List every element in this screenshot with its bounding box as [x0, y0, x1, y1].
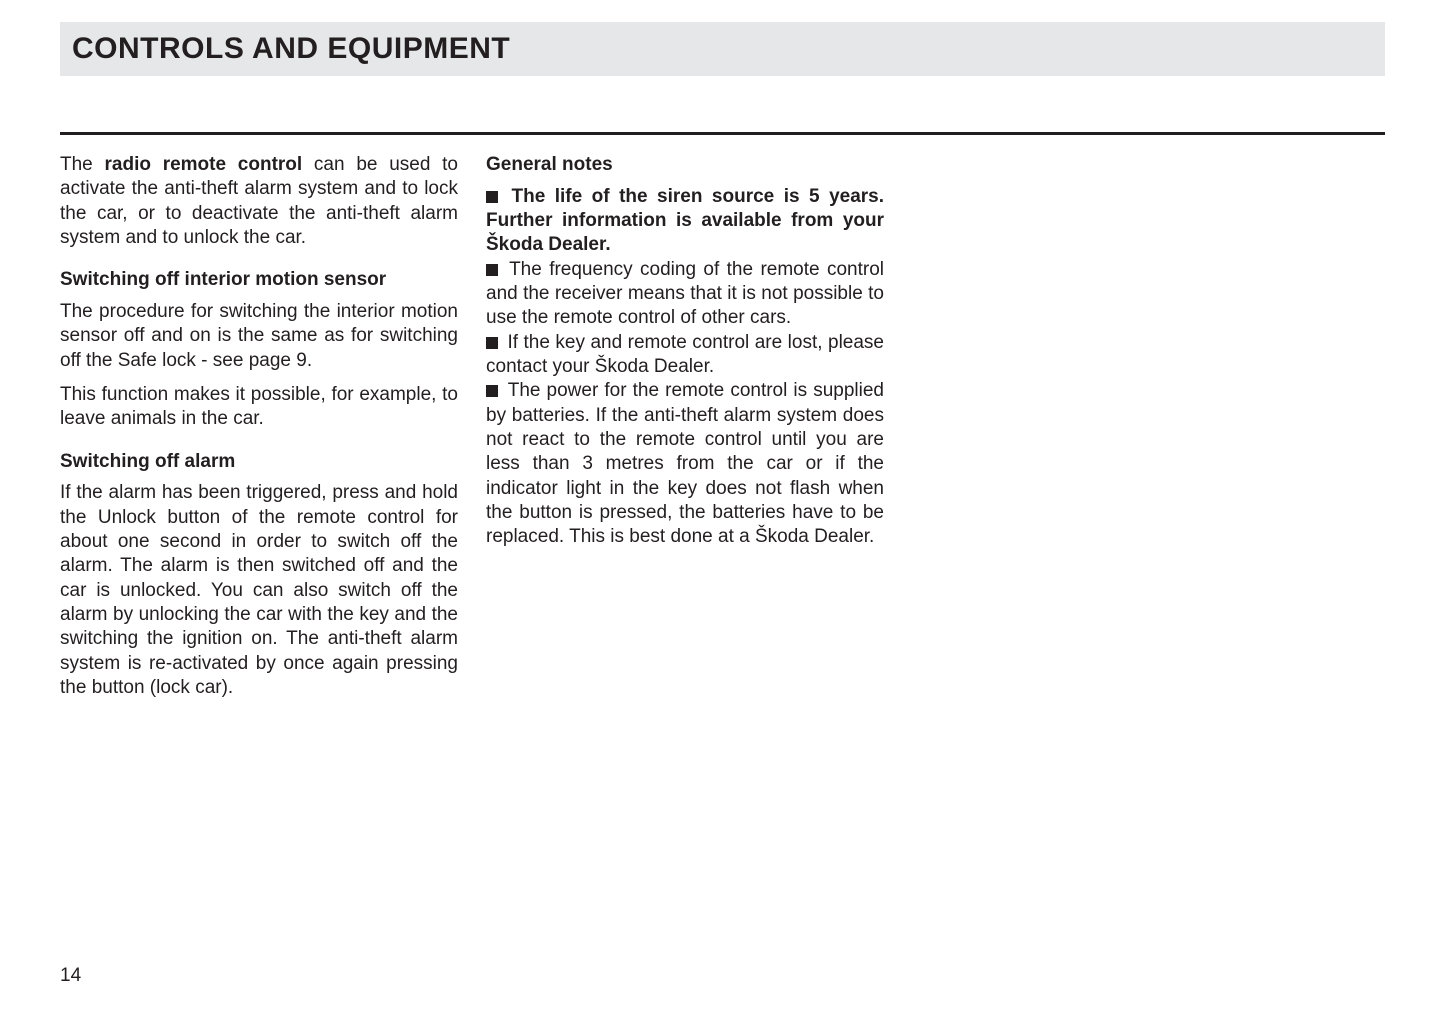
column-1: The radio remote control can be used to …: [60, 153, 458, 700]
square-bullet-icon: [486, 385, 498, 397]
content-columns: The radio remote control can be used to …: [60, 153, 1385, 700]
square-bullet-icon: [486, 264, 498, 276]
note-text: If the key and remote control are lost, …: [486, 332, 884, 377]
column-3: [912, 153, 1310, 700]
intro-bold-term: radio remote control: [105, 154, 303, 175]
note-item: The frequency coding of the remote con­t…: [486, 258, 884, 331]
note-item: The life of the siren source is 5 years.…: [486, 185, 884, 258]
paragraph: The procedure for switching the interior…: [60, 300, 458, 373]
note-item: The power for the remote control is sup­…: [486, 379, 884, 549]
section-header-band: CONTROLS AND EQUIPMENT: [60, 22, 1385, 76]
subheading-general-notes: General notes: [486, 153, 884, 177]
paragraph: If the alarm has been triggered, press a…: [60, 481, 458, 700]
column-2: General notes The life of the siren sour…: [486, 153, 884, 700]
page-number: 14: [60, 965, 81, 987]
note-text: The power for the remote control is sup­…: [486, 380, 884, 547]
note-bold-text: The life of the siren source is 5 years.…: [486, 186, 884, 256]
square-bullet-icon: [486, 337, 498, 349]
note-item: If the key and remote control are lost, …: [486, 331, 884, 380]
intro-text-pre: The: [60, 154, 105, 175]
horizontal-rule: [60, 132, 1385, 135]
subheading-switching-off-alarm: Switching off alarm: [60, 450, 458, 474]
section-title: CONTROLS AND EQUIPMENT: [72, 32, 1373, 66]
paragraph: This function makes it possible, for exa…: [60, 383, 458, 432]
note-text: The frequency coding of the remote con­t…: [486, 259, 884, 329]
square-bullet-icon: [486, 191, 498, 203]
subheading-interior-sensor: Switching off interior motion sen­sor: [60, 268, 458, 292]
intro-paragraph: The radio remote control can be used to …: [60, 153, 458, 250]
manual-page: CONTROLS AND EQUIPMENT The radio remote …: [0, 0, 1445, 1019]
